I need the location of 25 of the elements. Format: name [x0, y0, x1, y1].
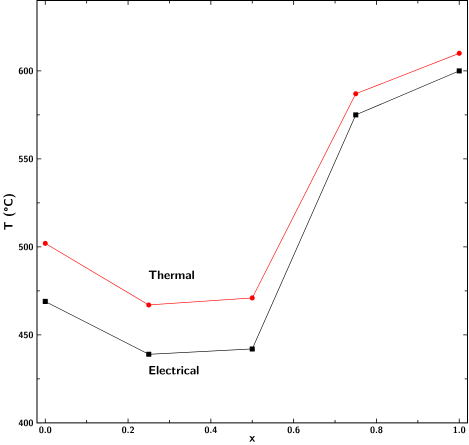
point: [456, 50, 462, 56]
point: [42, 240, 48, 246]
y-tick-label: 450: [18, 332, 34, 338]
point: [42, 298, 48, 304]
point: [456, 68, 462, 74]
point: [250, 295, 255, 300]
series-label: Electrical: [149, 366, 198, 374]
y-tick-label: 550: [18, 156, 34, 162]
y-axis-title: T (°C): [3, 194, 16, 230]
y-tick-label: 600: [18, 68, 34, 74]
point: [353, 91, 358, 96]
x-tick-label: 0.8: [370, 426, 382, 434]
point: [146, 302, 152, 308]
point: [146, 352, 152, 357]
point: [353, 112, 358, 118]
x-tick-label: 0.4: [204, 426, 217, 434]
x-tick-label: 0.0: [39, 426, 52, 434]
x-tick-label: 0.2: [122, 426, 134, 434]
x-tick-label: 1.0: [454, 426, 466, 434]
x-tick-label: 0.6: [288, 426, 300, 434]
y-tick-label: 400: [18, 420, 34, 426]
y-tick-label: 500: [18, 244, 34, 250]
x-axis-title: x: [250, 436, 255, 442]
series-label: Thermal: [148, 270, 194, 280]
point: [250, 346, 255, 352]
